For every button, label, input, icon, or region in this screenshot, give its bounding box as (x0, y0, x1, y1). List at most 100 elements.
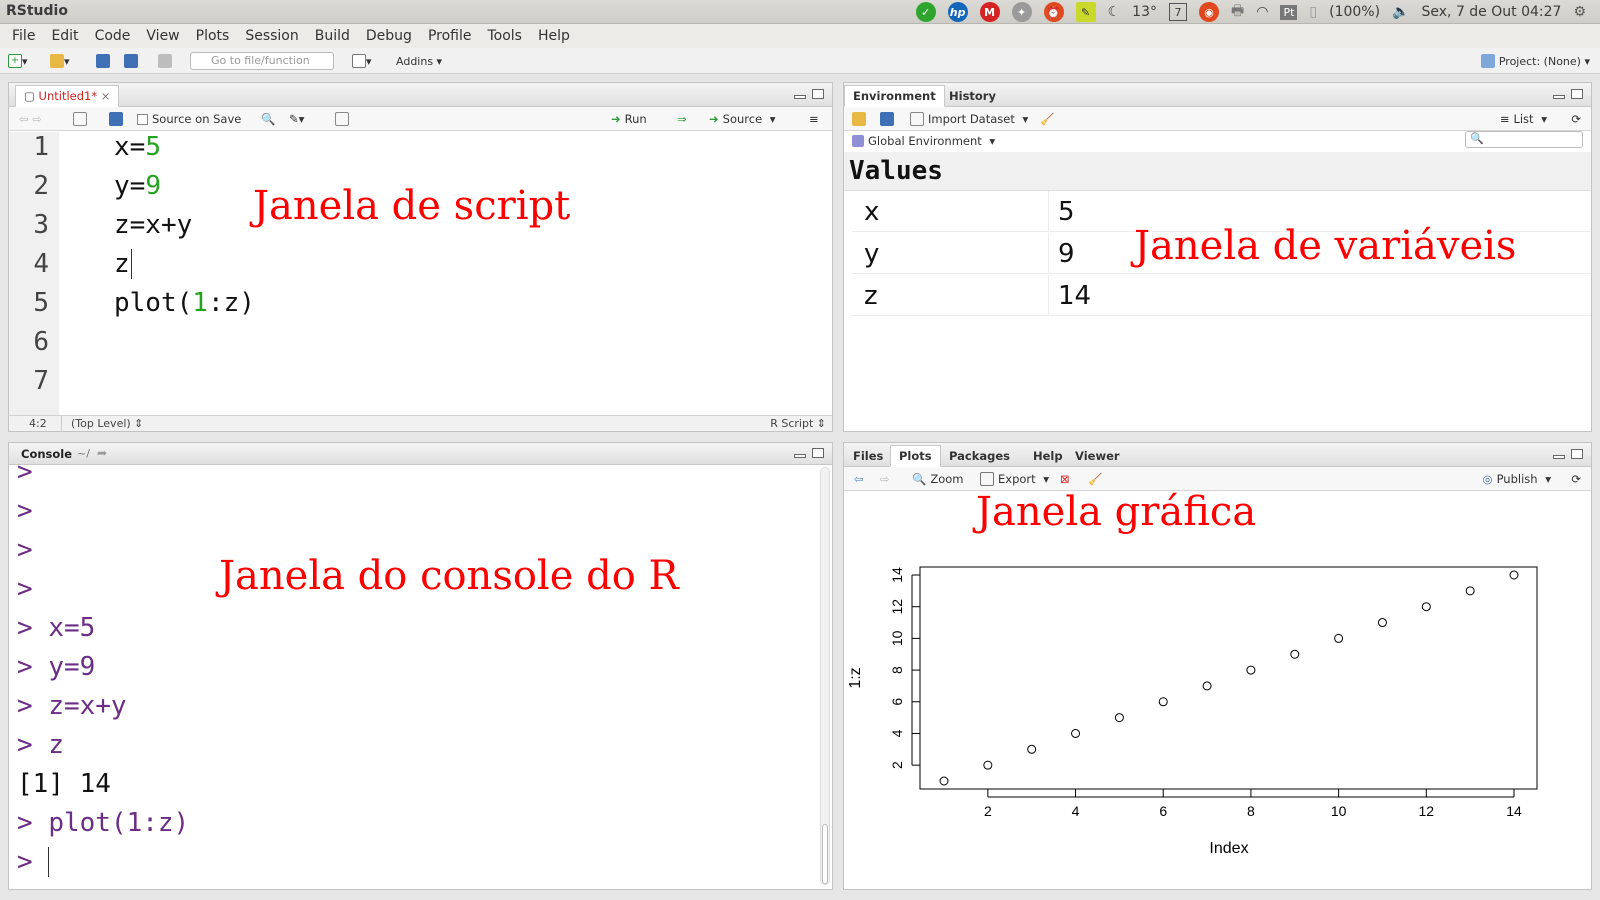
volume-icon[interactable]: 🔈 (1392, 4, 1410, 20)
source-on-save-checkbox[interactable]: Source on Save (137, 111, 241, 127)
tab-help[interactable]: Help (1033, 449, 1063, 463)
settings-icon[interactable]: ⚙ (1573, 4, 1586, 20)
maximize-icon[interactable] (1571, 89, 1583, 99)
x-tick-label: 12 (1419, 803, 1435, 819)
maximize-icon[interactable] (1571, 449, 1583, 459)
mail-icon[interactable]: M (979, 2, 1000, 22)
print-button[interactable] (158, 52, 172, 70)
magic-wand-icon[interactable]: ✎▾ (289, 112, 305, 126)
maximize-icon[interactable] (812, 89, 824, 99)
calendar-icon[interactable]: 7 (1169, 3, 1187, 21)
outline-icon[interactable]: ≡ (809, 112, 819, 126)
menu-file[interactable]: File (12, 28, 36, 44)
global-environment-selector[interactable]: Global Environment ▾ (852, 133, 995, 149)
scope-selector[interactable]: (Top Level) ⇕ (71, 417, 144, 430)
console-input-line[interactable]: > (17, 847, 65, 877)
hp-icon[interactable]: hp (947, 2, 968, 22)
menu-tools[interactable]: Tools (487, 28, 522, 44)
tab-environment[interactable]: Environment (844, 85, 945, 107)
console-output[interactable]: > > > > > x=5 > y=9 > z=x+y > z [1] 14 >… (9, 457, 818, 889)
dropbox-icon[interactable]: ✦ (1011, 2, 1032, 22)
refresh-icon[interactable]: ⟳ (1571, 112, 1581, 126)
ubuntu-icon[interactable]: ◉ (1199, 2, 1219, 22)
goto-file-input[interactable]: Go to file/function (190, 52, 334, 70)
alarm-icon[interactable]: ⏰ (1043, 2, 1064, 22)
menu-edit[interactable]: Edit (51, 28, 79, 44)
notes-icon[interactable]: ✎ (1075, 2, 1096, 22)
wifi-icon[interactable]: ◠ (1256, 4, 1269, 20)
code-area[interactable]: x=5 y=9 z=x+y z plot(1:z) (59, 132, 832, 415)
export-button[interactable]: Export ▾ (980, 471, 1049, 487)
prompt: > (17, 652, 33, 682)
remove-plot-icon[interactable]: ⊠ (1060, 472, 1070, 486)
refresh-icon[interactable]: ⟳ (1571, 472, 1581, 486)
tab-packages[interactable]: Packages (949, 449, 1010, 463)
next-plot-icon[interactable]: ⇨ (880, 472, 890, 486)
x-axis-label: Index (1209, 840, 1248, 857)
menu-profile[interactable]: Profile (427, 28, 472, 44)
tab-plots[interactable]: Plots (890, 445, 941, 467)
layout-button[interactable]: ▾ (352, 52, 372, 70)
clock[interactable]: Sex, 7 de Out 04:27 (1421, 4, 1562, 20)
file-type-selector[interactable]: R Script ⇕ (770, 417, 826, 430)
maximize-icon[interactable] (812, 448, 824, 458)
menu-session[interactable]: Session (245, 28, 299, 44)
keyboard-layout[interactable]: Pt (1280, 4, 1298, 20)
minimize-icon[interactable] (1553, 95, 1565, 99)
data-point (1421, 602, 1431, 612)
publish-button[interactable]: ◎ Publish ▾ (1482, 472, 1551, 486)
save-button[interactable] (96, 52, 110, 70)
prompt: > (17, 847, 33, 877)
rerun-button[interactable]: ⇒ (677, 111, 687, 127)
menu-plots[interactable]: Plots (195, 28, 230, 44)
broom-icon[interactable]: 🧹 (1040, 112, 1055, 126)
tab-history[interactable]: History (949, 89, 996, 103)
environment-search-input[interactable]: 🔍 (1465, 131, 1583, 148)
menu-build[interactable]: Build (314, 28, 350, 44)
tab-viewer[interactable]: Viewer (1075, 449, 1120, 463)
save-all-button[interactable] (124, 52, 138, 70)
console-title[interactable]: Console (21, 447, 73, 461)
tab-files[interactable]: Files (853, 449, 884, 463)
print-icon (158, 54, 172, 68)
run-button[interactable]: ➜ Run (611, 111, 647, 127)
console-scrollbar[interactable] (820, 467, 830, 885)
menu-debug[interactable]: Debug (365, 28, 412, 44)
menu-view[interactable]: View (146, 28, 180, 44)
plots-toolbar: ⇦ ⇨ 🔍 Zoom Export ▾ ⊠ 🧹 ◎ Publish ▾ ⟳ (844, 467, 1591, 491)
temperature[interactable]: 13° (1132, 4, 1157, 20)
source-button[interactable]: ➜ Source ▾ (709, 112, 776, 126)
environment-pane: Environment History Import Dataset ▾ 🧹 ≡… (843, 82, 1592, 432)
battery-icon[interactable]: ▯ (1309, 4, 1318, 20)
import-dataset-button[interactable]: Import Dataset ▾ (910, 111, 1028, 127)
go-to-directory-icon[interactable]: ➦ (97, 446, 108, 460)
addins-button[interactable]: Addins ▾ (396, 54, 443, 68)
minimize-icon[interactable] (1553, 455, 1565, 459)
compile-report-icon[interactable] (335, 111, 349, 127)
open-file-button[interactable]: ▾ (50, 52, 70, 70)
close-tab-icon[interactable]: × (100, 89, 111, 103)
zoom-button[interactable]: 🔍 Zoom (912, 471, 963, 487)
show-in-window-icon[interactable] (73, 111, 87, 127)
load-workspace-icon[interactable] (852, 111, 866, 127)
scrollbar-thumb[interactable] (822, 824, 828, 884)
check-icon[interactable]: ✓ (915, 2, 936, 22)
variable-row[interactable]: z 14 (852, 275, 1591, 316)
menu-code[interactable]: Code (94, 28, 131, 44)
minimize-icon[interactable] (794, 95, 806, 99)
new-file-button[interactable]: + ▾ (8, 52, 28, 70)
menu-help[interactable]: Help (537, 28, 570, 44)
clear-plots-icon[interactable]: 🧹 (1088, 472, 1103, 486)
project-menu[interactable]: Project: (None) ▾ (1481, 52, 1590, 70)
tab-untitled1[interactable]: ▢ Untitled1* × (15, 85, 120, 107)
back-icon[interactable]: ⇦ ⇨ (19, 112, 42, 126)
search-icon[interactable]: 🔍 (261, 112, 276, 126)
editor-save-icon[interactable] (109, 111, 123, 127)
list-view-button[interactable]: ≡ List ▾ (1499, 112, 1547, 126)
minimize-icon[interactable] (794, 454, 806, 458)
printer-icon[interactable]: 🖶 (1231, 3, 1245, 19)
save-workspace-icon[interactable] (880, 111, 894, 127)
previous-plot-icon[interactable]: ⇦ (854, 472, 864, 486)
